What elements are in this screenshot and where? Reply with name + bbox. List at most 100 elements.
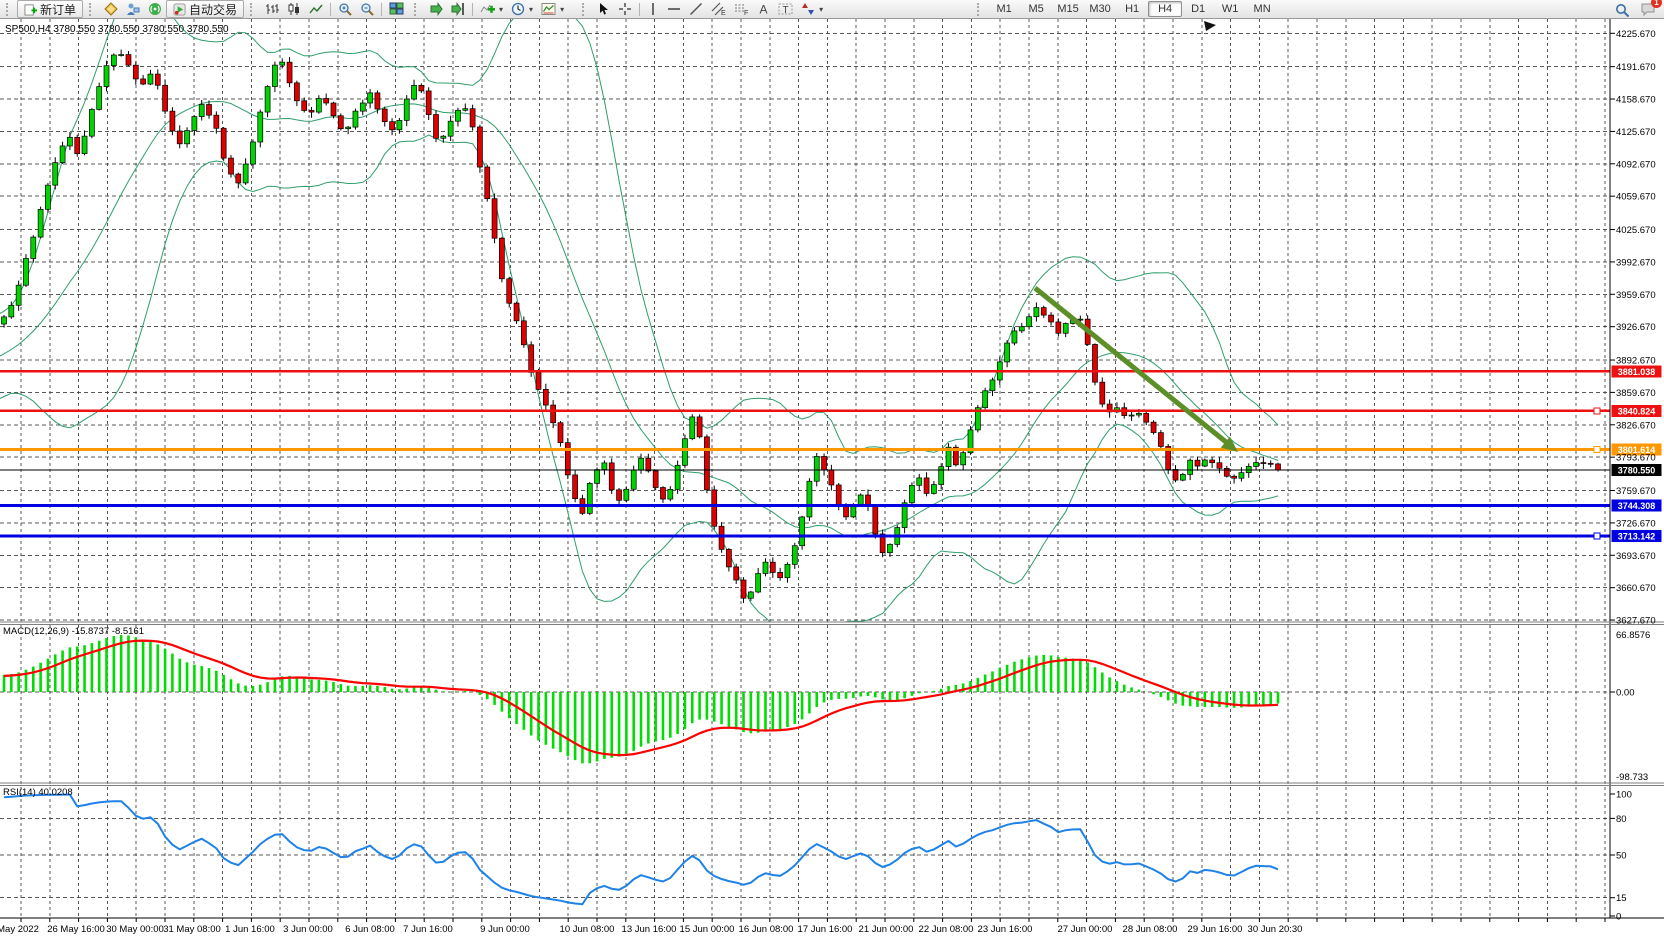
new-order-button[interactable]: 新订单 xyxy=(17,0,84,18)
tf-button-M5[interactable]: M5 xyxy=(1028,2,1044,15)
trend-arrow-line[interactable] xyxy=(1033,286,1228,444)
tf-button-MN[interactable]: MN xyxy=(1253,2,1271,15)
price-axis-label: 3660.670 xyxy=(1616,583,1656,594)
indicators-button[interactable]: ▾ xyxy=(476,1,507,17)
toolbar-grip[interactable] xyxy=(250,2,257,16)
time-axis-label: 15 Jun 00:00 xyxy=(680,924,735,935)
vertical-line-button[interactable] xyxy=(643,1,663,17)
arrows-icon xyxy=(802,3,815,15)
signals-button[interactable] xyxy=(144,1,166,17)
tf-button-W1[interactable]: W1 xyxy=(1221,2,1239,15)
chart-diamond-button[interactable] xyxy=(100,1,122,17)
text-button[interactable]: A xyxy=(753,1,774,17)
level-line-3801.614[interactable] xyxy=(0,445,1610,453)
toolbar-grip[interactable] xyxy=(6,2,13,16)
horizontal-level-lines[interactable]: 3881.038 3840.824 3801.614 3780.550 3744.308… xyxy=(0,365,1662,543)
price-tag-label: 3780.550 xyxy=(1618,466,1656,476)
time-axis-label: 29 Jun 16:00 xyxy=(1188,924,1243,935)
bollinger-bands xyxy=(0,19,1279,622)
price-axis-label: 3627.670 xyxy=(1616,616,1656,627)
chart-annotations[interactable] xyxy=(1033,21,1238,452)
tf-button-H4[interactable]: H4 xyxy=(1148,1,1183,17)
time-axis-label: May 2022 xyxy=(0,924,39,935)
new-order-icon xyxy=(24,3,37,16)
line-chart-button[interactable] xyxy=(305,1,327,17)
trendline-button[interactable] xyxy=(685,1,707,17)
zoom-out-icon xyxy=(361,3,374,16)
svg-text:E: E xyxy=(721,10,726,16)
toolbar-grip[interactable] xyxy=(582,2,589,16)
toolbar-grip[interactable] xyxy=(414,2,421,16)
time-axis-label: 22 Jun 08:00 xyxy=(919,924,974,935)
price-tag-label: 3713.142 xyxy=(1618,532,1656,542)
cursor-button[interactable] xyxy=(593,1,614,17)
crosshair-icon xyxy=(619,3,632,15)
macd-signal-line xyxy=(3,639,1279,757)
autotrading-label: 自动交易 xyxy=(189,2,238,17)
rsi-axis-label: 0 xyxy=(1616,912,1621,923)
bollinger-upper xyxy=(0,19,1279,455)
price-axis-label: 3992.670 xyxy=(1616,257,1656,268)
time-axis-label: 26 May 16:00 xyxy=(47,924,105,935)
price-tag xyxy=(1611,530,1662,543)
arrows-tool-button[interactable]: ▾ xyxy=(797,1,827,17)
indicators-icon xyxy=(480,4,496,13)
tf-button-M30[interactable]: M30 xyxy=(1089,2,1111,15)
fibonacci-button[interactable]: F xyxy=(730,1,753,17)
periods-button[interactable]: ▾ xyxy=(507,1,537,17)
text-icon: A xyxy=(760,3,768,17)
candlestick-chart-button[interactable] xyxy=(283,1,305,17)
tf-button-D1[interactable]: D1 xyxy=(1191,2,1206,15)
templates-icon xyxy=(541,3,556,15)
indicators-caret: ▾ xyxy=(499,4,504,14)
tf-button-M15[interactable]: M15 xyxy=(1057,2,1079,15)
market-watch-button[interactable] xyxy=(122,1,144,17)
price-axis-label: 3726.670 xyxy=(1616,518,1656,529)
price-axis-label: 3793.670 xyxy=(1616,453,1656,464)
chart-shift-button[interactable] xyxy=(447,1,469,17)
auto-scroll-button[interactable] xyxy=(425,1,447,17)
price-axis-label: 3826.670 xyxy=(1616,420,1656,431)
tf-button-H1[interactable]: H1 xyxy=(1125,2,1140,15)
zoom-in-button[interactable] xyxy=(334,1,356,17)
macd-axis-min: -98.733 xyxy=(1616,772,1648,783)
toolbar-grip[interactable] xyxy=(89,2,96,16)
timeframe-group: M1 M5 M15 M30 H1 H4 D1 W1 MN xyxy=(988,1,1278,17)
time-axis-label: 30 Jun 20:30 xyxy=(1248,924,1303,935)
market-watch-icon xyxy=(127,3,140,15)
equidistant-channel-button[interactable]: E xyxy=(707,1,730,17)
zoom-out-button[interactable] xyxy=(356,1,378,17)
autotrading-button[interactable]: 自动交易 xyxy=(166,0,245,18)
periods-icon xyxy=(511,2,525,16)
horizontal-line-button[interactable] xyxy=(663,1,685,17)
tile-windows-button[interactable] xyxy=(385,1,408,17)
notifications-button[interactable]: 1 xyxy=(1640,0,1662,19)
tf-button-M1[interactable]: M1 xyxy=(996,2,1012,15)
level-line-3840.824[interactable] xyxy=(0,407,1610,415)
time-axis[interactable]: May 2022 26 May 16:00 30 May 00:00 31 May 0… xyxy=(0,918,1606,935)
macd-label: MACD(12,26,9) -15.8737 -8.5161 xyxy=(3,626,144,637)
equidistant-channel-icon: E xyxy=(711,2,726,16)
templates-button[interactable]: ▾ xyxy=(537,1,568,17)
price-axis[interactable]: 4225.670 4191.670 4158.670 4125.670 4092.670… xyxy=(1610,29,1656,923)
time-axis-label: 23 Jun 16:00 xyxy=(978,924,1033,935)
price-tag xyxy=(1611,443,1662,456)
main-toolbar: 新订单 自动交易 ▾ ▾ xyxy=(0,0,1664,19)
chart-shift-icon xyxy=(451,2,464,16)
price-axis-label: 4125.670 xyxy=(1616,127,1656,138)
bar-chart-button[interactable] xyxy=(261,1,283,17)
level-line-3713.142[interactable] xyxy=(0,532,1610,540)
price-tag-label: 3744.308 xyxy=(1618,501,1656,511)
arrows-caret: ▾ xyxy=(819,4,824,14)
bar-marker-icon xyxy=(1204,21,1216,31)
bar-chart-icon xyxy=(266,4,280,14)
price-axis-label: 3759.670 xyxy=(1616,486,1656,497)
toolbar-grip[interactable] xyxy=(977,2,984,16)
price-tag-label: 3801.614 xyxy=(1618,445,1656,455)
text-label-button[interactable]: T xyxy=(774,1,797,17)
chart-area[interactable]: 3881.038 3840.824 3801.614 3780.550 3744.308… xyxy=(0,18,1664,938)
search-icon[interactable] xyxy=(1615,3,1630,18)
time-axis-label: 31 May 08:00 xyxy=(163,924,221,935)
crosshair-button[interactable] xyxy=(614,1,636,17)
price-tag-label: 3840.824 xyxy=(1618,406,1656,416)
